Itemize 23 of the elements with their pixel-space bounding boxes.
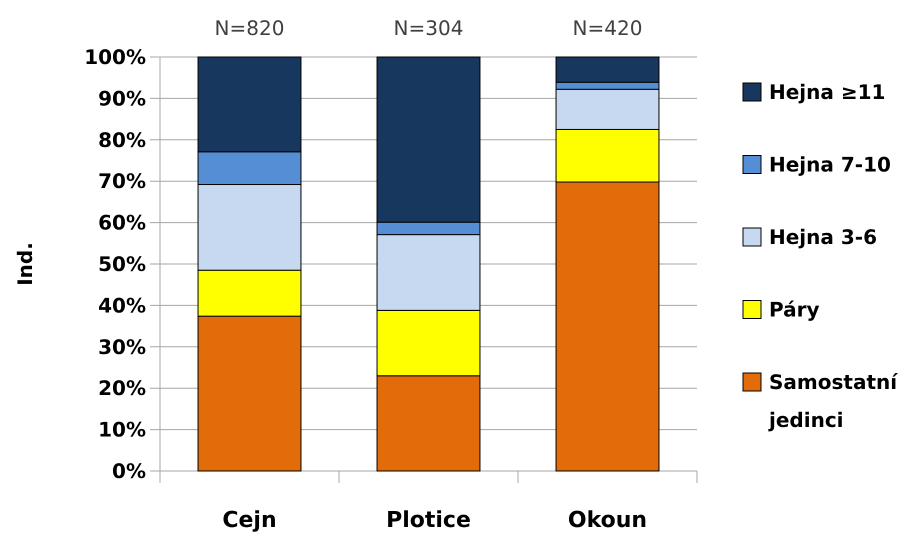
y-tick-label: 80% [98, 128, 146, 152]
y-tick-label: 100% [84, 45, 146, 69]
y-tick-label: 0% [112, 459, 146, 483]
legend-label: Samostatní jedinci [768, 370, 898, 432]
y-tick-label: 70% [98, 169, 146, 194]
annotation: N=304 [394, 16, 464, 40]
y-tick-label: 10% [98, 418, 146, 442]
y-tick-label: 60% [98, 210, 146, 235]
x-tick-label: Plotice [386, 508, 471, 533]
legend-label: Hejna ≥11 [769, 80, 886, 104]
legend-label: Hejna 7-10 [769, 152, 891, 176]
legend-label: Páry [769, 298, 820, 322]
legend-label: Hejna 3-6 [769, 225, 877, 249]
annotation: N=420 [572, 16, 642, 40]
y-tick-label: 90% [98, 86, 146, 110]
x-tick-label: Okoun [568, 508, 648, 533]
y-tick-label: 40% [98, 293, 146, 318]
x-tick-label: Cejn [222, 508, 277, 533]
y-tick-label: 20% [98, 376, 146, 400]
y-tick-label: 30% [98, 334, 146, 359]
y-axis-title: Ind. [13, 242, 37, 286]
y-tick-label: 50% [98, 252, 146, 276]
annotation: N=820 [214, 16, 284, 40]
